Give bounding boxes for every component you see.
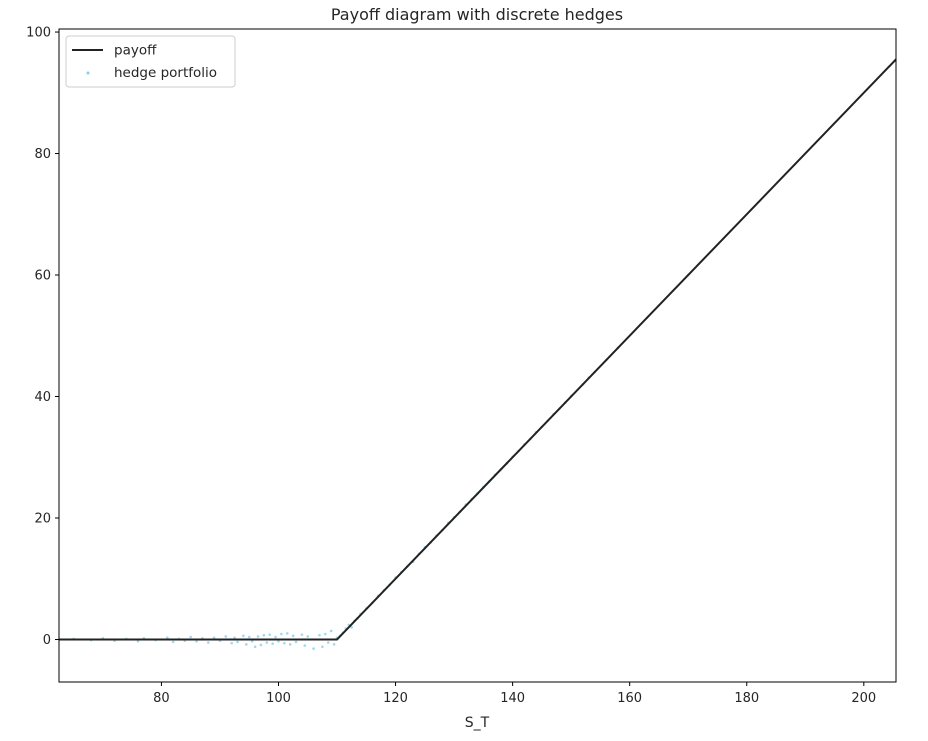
hedge-portfolio-point	[253, 645, 257, 649]
hedge-portfolio-point	[212, 636, 216, 639]
hedge-portfolio-point	[256, 635, 260, 638]
hedge-portfolio-point	[294, 640, 298, 644]
y-tick-label: 20	[34, 511, 51, 526]
hedge-portfolio-point	[250, 640, 254, 643]
hedge-portfolio-point	[312, 647, 315, 650]
legend-box	[65, 35, 236, 88]
hedge-portfolio-point	[277, 640, 280, 643]
y-tick-label: 0	[43, 633, 51, 648]
hedge-portfolio-point	[265, 641, 269, 644]
hedge-portfolio-point	[306, 635, 310, 638]
x-tick-label: 180	[734, 691, 759, 706]
hedge-portfolio-point	[206, 641, 210, 644]
chart-title: Payoff diagram with discrete hedges	[331, 5, 623, 24]
hedge-portfolio-point	[324, 632, 327, 636]
y-tick-label: 40	[34, 390, 51, 405]
hedge-portfolio-point	[259, 643, 263, 647]
hedge-portfolio-point	[262, 633, 266, 637]
x-axis-label: S_T	[465, 715, 490, 731]
hedge-portfolio-point	[242, 634, 245, 638]
legend-label-payoff: payoff	[114, 43, 157, 59]
hedge-portfolio-point	[300, 633, 304, 636]
y-tick-label: 60	[34, 269, 51, 284]
hedge-portfolio-point	[230, 641, 233, 645]
x-tick-label: 200	[851, 691, 876, 706]
hedge-portfolio-point	[224, 635, 228, 638]
hedge-portfolio-point	[329, 629, 333, 633]
hedge-portfolio-point	[291, 634, 295, 638]
hedge-portfolio-point	[274, 635, 277, 639]
legend: payoff hedge portfolio	[65, 35, 236, 88]
hedge-portfolio-point	[326, 641, 330, 644]
hedge-portfolio-point	[233, 636, 236, 639]
plot-frame	[58, 28, 897, 683]
x-tick-label: 80	[153, 691, 170, 706]
hedge-portfolio-point	[165, 636, 169, 639]
hedge-portfolio-point	[268, 633, 272, 636]
x-tick-label: 100	[266, 691, 291, 706]
y-tick-label: 80	[34, 147, 51, 162]
hedge-portfolio-point	[189, 635, 192, 639]
hedge-portfolio-point	[283, 641, 286, 645]
chart-marks	[59, 58, 897, 650]
hedge-portfolio-point	[280, 632, 283, 636]
axis-ticks: 80 100 120 140 160 180 200 0 20 40 60 80 100	[26, 26, 876, 706]
hedge-portfolio-point	[285, 632, 289, 635]
x-tick-label: 160	[617, 691, 642, 706]
hedge-portfolio-point	[303, 644, 307, 647]
x-tick-label: 120	[383, 691, 408, 706]
hedge-portfolio-point	[247, 635, 251, 639]
hedge-portfolio-point	[318, 633, 321, 637]
legend-label-hedge-portfolio: hedge portfolio	[114, 65, 217, 81]
hedge-portfolio-point	[245, 643, 248, 646]
hedge-portfolio-point	[271, 642, 274, 646]
hedge-portfolio-point	[332, 643, 336, 646]
hedge-portfolio-point	[171, 640, 175, 644]
payoff-line	[59, 58, 897, 641]
hedge-portfolio-point	[350, 626, 353, 629]
hedge-portfolio-point	[288, 643, 292, 646]
x-tick-label: 140	[500, 691, 525, 706]
hedge-portfolio-point	[321, 645, 324, 649]
y-tick-label: 100	[26, 26, 51, 41]
hedge-portfolio-point	[236, 640, 239, 644]
hedge-portfolio-point	[195, 640, 198, 643]
hedge-portfolio-point	[136, 640, 140, 643]
legend-swatch-hedge-portfolio	[86, 71, 90, 75]
